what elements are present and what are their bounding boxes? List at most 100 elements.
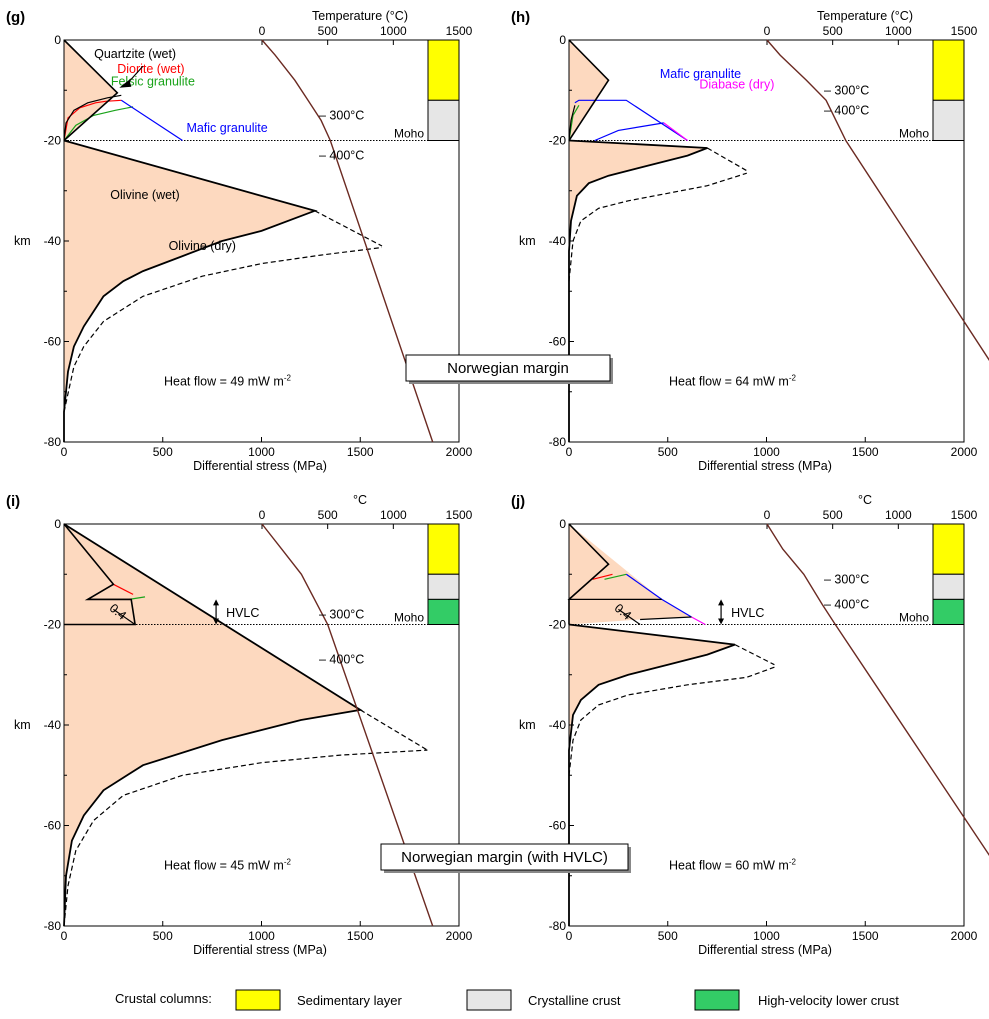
hvlc-arrow-down: [213, 618, 220, 625]
geotherm-curve: [766, 523, 989, 856]
mantle-wet-dashed: [568, 172, 747, 282]
crustal-curve-blue: [120, 99, 183, 142]
region-box-top-frame: [405, 354, 611, 382]
panel-label: (g): [6, 9, 25, 26]
x-tick-label: 2000: [951, 929, 978, 943]
heat-flow-exponent: -2: [789, 374, 797, 383]
curve-label: Mafic granulite: [660, 67, 741, 81]
y-tick-label: -80: [549, 919, 567, 933]
y-tick-label: -20: [549, 618, 567, 632]
x-axis-label: Differential stress (MPa): [698, 943, 832, 957]
crustal-column-sediment: [932, 523, 965, 575]
arrow-head: [119, 79, 132, 88]
crustal-curve-black: [640, 616, 692, 621]
legend-label-crystalline: Crystalline crust: [528, 993, 621, 1008]
x-tick-label: 1000: [248, 445, 275, 459]
y-tick-label: -80: [549, 435, 567, 449]
heat-flow-exponent: -2: [284, 374, 292, 383]
mantle-dry-dashed: [734, 644, 775, 666]
crustal-column-sediment: [427, 39, 460, 101]
curve-label: Diabase (dry): [699, 78, 774, 92]
temp-tick-label: 1000: [885, 508, 912, 522]
crustal-curve-black: [63, 94, 122, 141]
crustal-column-crystalline: [427, 99, 460, 142]
crustal-column-hvlc: [427, 598, 460, 625]
temp-axis-label: °C: [858, 493, 872, 507]
x-tick-label: 500: [658, 929, 678, 943]
mantle-envelope-curve: [568, 139, 708, 442]
crustal-curve-magenta: [663, 122, 688, 141]
y-tick-label: -20: [549, 134, 567, 148]
y-tick-label: -20: [44, 134, 62, 148]
isotherm-label: – 300°C: [319, 607, 364, 621]
crustal-column-hvlc: [932, 598, 965, 625]
crust-envelope-outline: [568, 39, 610, 141]
temp-tick-label: 1500: [446, 24, 473, 38]
legend-swatch-hvlc: [694, 989, 740, 1011]
temp-tick-label: 0: [764, 24, 771, 38]
y-tick-label: -40: [549, 234, 567, 248]
strength-envelope-fill: [569, 40, 708, 442]
temp-tick-label: 1000: [380, 508, 407, 522]
crustal-curve-red: [592, 573, 613, 580]
heat-flow-label: Heat flow = 45 mW m-2: [164, 858, 291, 873]
moho-label: Moho: [899, 127, 929, 141]
geotherm-curve: [261, 523, 434, 927]
heat-flow-label: Heat flow = 49 mW m-2: [164, 374, 291, 389]
isotherm-label: – 400°C: [824, 597, 869, 611]
temp-tick-label: 1000: [885, 24, 912, 38]
y-axis-label: km: [519, 718, 536, 732]
y-tick-label: -60: [44, 335, 62, 349]
temp-tick-label: 1000: [380, 24, 407, 38]
mantle-dry-dashed: [359, 709, 428, 751]
crust-envelope-outline: [63, 523, 137, 626]
legend-label-sediment: Sedimentary layer: [297, 993, 402, 1008]
crustal-curve-black: [568, 105, 576, 141]
panel-label: (j): [511, 493, 525, 510]
x-tick-label: 0: [61, 929, 68, 943]
legend-title: Crustal columns:: [115, 991, 212, 1006]
x-tick-label: 2000: [446, 929, 473, 943]
crustal-curve-green: [604, 573, 627, 580]
curve-label: Olivine (wet): [110, 188, 179, 202]
crustal-curve-red: [113, 583, 134, 595]
crustal-column-crystalline: [932, 573, 965, 600]
strength-envelope-fill: [64, 524, 361, 926]
x-tick-label: 0: [61, 445, 68, 459]
hvlc-arrow-up: [718, 599, 725, 606]
y-axis-label: km: [14, 234, 31, 248]
x-tick-label: 1500: [347, 445, 374, 459]
temp-tick-label: 0: [764, 508, 771, 522]
crustal-curve-blue: [594, 122, 664, 142]
legend-swatch-crystalline: [466, 989, 512, 1011]
geotherm-curve: [261, 39, 434, 443]
crustal-column-sediment: [427, 523, 460, 575]
heat-flow-exponent: -2: [789, 858, 797, 867]
crustal-curve-black: [618, 608, 641, 625]
region-box-bottom-text: Norwegian margin (with HVLC): [401, 849, 608, 866]
y-tick-label: -20: [44, 618, 62, 632]
strength-envelope-fill: [64, 40, 315, 442]
x-axis-label: Differential stress (MPa): [193, 943, 327, 957]
x-axis-label: Differential stress (MPa): [698, 459, 832, 473]
mantle-dry-dashed: [314, 210, 383, 247]
y-tick-label: -40: [549, 718, 567, 732]
temp-tick-label: 500: [823, 24, 843, 38]
y-tick-label: 0: [54, 517, 61, 531]
heat-flow-text: Heat flow = 64 mW m: [669, 375, 789, 389]
temp-tick-label: 0: [259, 508, 266, 522]
curve-label: Mafic granulite: [186, 121, 267, 135]
crust-envelope-outline: [63, 39, 119, 142]
isotherm-label: – 300°C: [824, 83, 869, 97]
crustal-column-sediment: [932, 39, 965, 101]
y-tick-label: -80: [44, 435, 62, 449]
isotherm-label: – 300°C: [824, 572, 869, 586]
x-axis-label: Differential stress (MPa): [193, 459, 327, 473]
temp-axis-label: °C: [353, 493, 367, 507]
y-tick-label: -40: [44, 234, 62, 248]
x-tick-label: 2000: [446, 445, 473, 459]
panel-label: (i): [6, 493, 20, 510]
temp-tick-label: 1500: [446, 508, 473, 522]
